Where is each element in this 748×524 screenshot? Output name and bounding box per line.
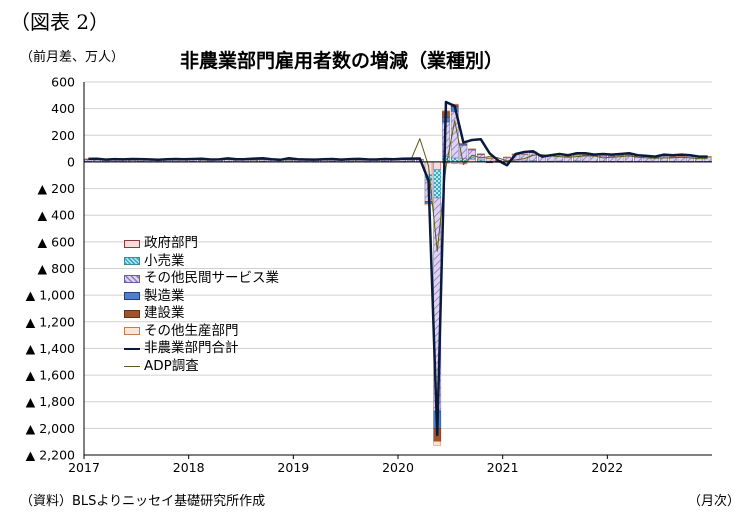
axes (83, 82, 712, 459)
legend-label: 小売業 (144, 252, 185, 269)
legend-label: その他生産部門 (144, 322, 239, 339)
legend-label: 非農業部門合計 (144, 340, 239, 356)
y-tick-label: ▲ 600 (38, 234, 75, 249)
legend-swatch-manufacturing (124, 292, 140, 301)
x-axis-tick-labels: 2017 2018 2019 2020 2021 2022 (68, 460, 623, 475)
legend-item-construction: 建設業 (124, 305, 279, 323)
x-tick-label: 2020 (382, 460, 414, 475)
y-tick-label: ▲ 1,200 (26, 314, 75, 329)
y-tick-label: ▲ 1,400 (26, 341, 75, 356)
bar-segment-other_goods (485, 157, 494, 159)
y-tick-label: 400 (51, 101, 75, 116)
y-tick-label: 600 (51, 75, 75, 90)
y-tick-label: ▲ 2,200 (26, 448, 75, 463)
line-adp (88, 120, 708, 252)
x-tick-label: 2022 (591, 460, 623, 475)
bar-segment-other_services (572, 154, 581, 162)
legend-swatch-other_goods (124, 327, 140, 336)
x-tick-label: 2019 (277, 460, 309, 475)
bar-segment-other_services (468, 149, 476, 159)
legend-swatch-other_services (124, 274, 140, 283)
y-tick-label: 0 (67, 154, 75, 169)
legend-label: 製造業 (144, 287, 185, 304)
y-tick-label: ▲ 1,000 (26, 288, 75, 303)
figure-label: （図表 2） (10, 10, 110, 34)
bar-segment-other_goods (599, 155, 607, 157)
x-tick-label: 2021 (487, 460, 519, 475)
period-note: （月次） (688, 494, 741, 509)
bar-segment-other_goods (477, 153, 485, 155)
legend-label: 建設業 (144, 305, 185, 321)
bar-segment-other_services (555, 154, 564, 162)
legend-item-government: 政府部門 (124, 235, 279, 253)
legend-label: その他民間サービス業 (144, 270, 279, 286)
bar-segment-retail (433, 169, 442, 199)
y-axis-unit-label: （前月差、万人） (20, 50, 125, 65)
legend-swatch-construction (124, 309, 140, 318)
legend-item-adp: ADP調査 (124, 358, 279, 376)
bar-segment-other_goods (468, 148, 476, 150)
source-note: （資料）BLSよりニッセイ基礎研究所作成 (20, 494, 266, 509)
legend-line-adp (124, 365, 140, 367)
legend-item-retail: 小売業 (124, 253, 279, 271)
y-tick-label: ▲ 1,800 (26, 394, 75, 409)
legend-label: ADP調査 (144, 357, 199, 374)
bar-segment-retail (450, 157, 459, 163)
y-tick-label: ▲ 800 (38, 261, 75, 276)
legend-swatch-retail (124, 257, 140, 266)
y-tick-label: ▲ 2,000 (26, 421, 75, 436)
legend-line-nonfarm_total (124, 347, 140, 350)
y-tick-label: 200 (51, 128, 75, 143)
legend: 政府部門 小売業 その他民間サービス業 製造業 建設業 その他生産部門 非農業部門合計 ADP… (124, 235, 279, 375)
series-lines (88, 100, 708, 437)
y-tick-label: ▲ 400 (38, 208, 75, 223)
legend-item-nonfarm_total: 非農業部門合計 (124, 340, 279, 358)
bar-segment-other_goods (677, 155, 686, 157)
x-tick-label: 2018 (173, 460, 205, 475)
chart-title: 非農業部門雇用者数の増減（業種別） (180, 50, 504, 72)
x-tick-label: 2017 (68, 460, 100, 475)
bar-segment-other_services (599, 155, 607, 162)
y-tick-label: ▲ 200 (38, 181, 75, 196)
y-tick-label: ▲ 1,600 (26, 368, 75, 383)
legend-item-other_goods: その他生産部門 (124, 323, 279, 341)
line-nonfarm_total (88, 100, 708, 437)
bar-segment-government (433, 161, 442, 170)
legend-label: 政府部門 (144, 235, 198, 251)
legend-swatch-government (124, 239, 140, 248)
y-axis-tick-labels: 600 400 200 0 ▲ 200 ▲ 400 ▲ 600 ▲ 800 ▲ 1,000 ▲ 1… (26, 75, 75, 463)
bar-segment-other_goods (503, 156, 511, 158)
bar-segment-other_goods (433, 441, 442, 446)
legend-item-other_services: その他民間サービス業 (124, 270, 279, 288)
legend-item-manufacturing: 製造業 (124, 288, 279, 306)
bar-segment-other_services (485, 158, 494, 162)
